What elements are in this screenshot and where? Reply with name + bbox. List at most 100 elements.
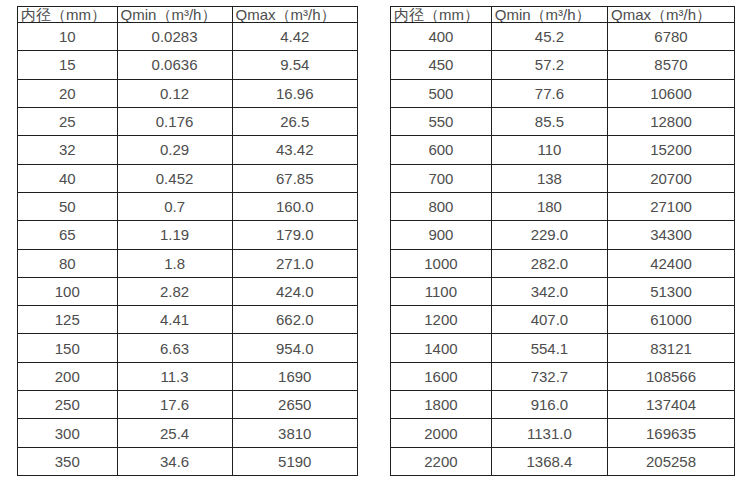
table-cell: 20: [18, 79, 118, 107]
table-cell: 34.6: [117, 447, 232, 475]
table-cell: 26.5: [232, 107, 357, 135]
page: 内径（mm） Qmin（m³/h） Qmax（m³/h） 100.02834.4…: [0, 0, 750, 483]
table-cell: 3810: [232, 419, 357, 447]
table-row: 400.45267.85: [18, 164, 358, 192]
table-row: 20001131.0169635: [391, 419, 735, 447]
table-cell: 42400: [608, 249, 735, 277]
table-row: 1800916.0137404: [391, 391, 735, 419]
table-cell: 6.63: [117, 334, 232, 362]
table-cell: 34300: [608, 221, 735, 249]
table-cell: 40: [18, 164, 118, 192]
table-cell: 1000: [391, 249, 492, 277]
table-cell: 10600: [608, 79, 735, 107]
column-header-qmax: Qmax（m³/h）: [608, 7, 735, 23]
table-cell: 77.6: [491, 79, 607, 107]
table-cell: 57.2: [491, 51, 607, 79]
table-cell: 2200: [391, 447, 492, 475]
table-row: 200.1216.96: [18, 79, 358, 107]
table-cell: 0.452: [117, 164, 232, 192]
column-header-diameter: 内径（mm）: [18, 7, 118, 23]
table-cell: 282.0: [491, 249, 607, 277]
table-cell: 407.0: [491, 306, 607, 334]
table-row: 45057.28570: [391, 51, 735, 79]
table-row: 1506.63954.0: [18, 334, 358, 362]
table-row: 22001368.4205258: [391, 447, 735, 475]
table-row: 500.7160.0: [18, 192, 358, 220]
table-cell: 11.3: [117, 362, 232, 390]
table-cell: 4.42: [232, 23, 357, 51]
table-cell: 554.1: [491, 334, 607, 362]
table-row: 1000282.042400: [391, 249, 735, 277]
table-cell: 916.0: [491, 391, 607, 419]
table-cell: 169635: [608, 419, 735, 447]
table-row: 20011.31690: [18, 362, 358, 390]
table-cell: 1131.0: [491, 419, 607, 447]
table-cell: 83121: [608, 334, 735, 362]
table-row: 100.02834.42: [18, 23, 358, 51]
table-row: 320.2943.42: [18, 136, 358, 164]
table-cell: 1368.4: [491, 447, 607, 475]
table-cell: 1690: [232, 362, 357, 390]
table-row: 25017.62650: [18, 391, 358, 419]
table-cell: 1400: [391, 334, 492, 362]
table-row: 50077.610600: [391, 79, 735, 107]
column-header-qmax: Qmax（m³/h）: [232, 7, 357, 23]
table-cell: 32: [18, 136, 118, 164]
column-header-qmin: Qmin（m³/h）: [491, 7, 607, 23]
table-cell: 0.7: [117, 192, 232, 220]
table-cell: 0.12: [117, 79, 232, 107]
table-row: 1002.82424.0: [18, 277, 358, 305]
table-cell: 5190: [232, 447, 357, 475]
table-cell: 180: [491, 192, 607, 220]
table-cell: 200: [18, 362, 118, 390]
table-cell: 800: [391, 192, 492, 220]
table-cell: 110: [491, 136, 607, 164]
table-cell: 0.0636: [117, 51, 232, 79]
table-cell: 700: [391, 164, 492, 192]
table-cell: 65: [18, 221, 118, 249]
column-header-qmin: Qmin（m³/h）: [117, 7, 232, 23]
table-cell: 6780: [608, 23, 735, 51]
table-cell: 51300: [608, 277, 735, 305]
table-cell: 2000: [391, 419, 492, 447]
table-cell: 12800: [608, 107, 735, 135]
table-cell: 137404: [608, 391, 735, 419]
table-row: 40045.26780: [391, 23, 735, 51]
table-row: 250.17626.5: [18, 107, 358, 135]
table-cell: 229.0: [491, 221, 607, 249]
table-cell: 160.0: [232, 192, 357, 220]
table-cell: 25.4: [117, 419, 232, 447]
table-cell: 732.7: [491, 362, 607, 390]
table-cell: 15200: [608, 136, 735, 164]
table-cell: 27100: [608, 192, 735, 220]
table-cell: 271.0: [232, 249, 357, 277]
table-row: 651.19179.0: [18, 221, 358, 249]
table-cell: 662.0: [232, 306, 357, 334]
table-cell: 1.8: [117, 249, 232, 277]
table-row: 1100342.051300: [391, 277, 735, 305]
table-cell: 80: [18, 249, 118, 277]
table-cell: 1.19: [117, 221, 232, 249]
header-row: 内径（mm） Qmin（m³/h） Qmax（m³/h）: [391, 7, 735, 23]
table-cell: 179.0: [232, 221, 357, 249]
table-cell: 900: [391, 221, 492, 249]
table-row: 55085.512800: [391, 107, 735, 135]
table-row: 80018027100: [391, 192, 735, 220]
table-row: 900229.034300: [391, 221, 735, 249]
table-cell: 0.29: [117, 136, 232, 164]
table-cell: 500: [391, 79, 492, 107]
table-row: 35034.65190: [18, 447, 358, 475]
table-cell: 424.0: [232, 277, 357, 305]
table-cell: 1100: [391, 277, 492, 305]
table-cell: 4.41: [117, 306, 232, 334]
table-cell: 1200: [391, 306, 492, 334]
table-cell: 50: [18, 192, 118, 220]
table-cell: 0.176: [117, 107, 232, 135]
table-cell: 350: [18, 447, 118, 475]
table-row: 150.06369.54: [18, 51, 358, 79]
table-cell: 600: [391, 136, 492, 164]
table-cell: 954.0: [232, 334, 357, 362]
table-cell: 100: [18, 277, 118, 305]
table-row: 801.8271.0: [18, 249, 358, 277]
table-cell: 150: [18, 334, 118, 362]
